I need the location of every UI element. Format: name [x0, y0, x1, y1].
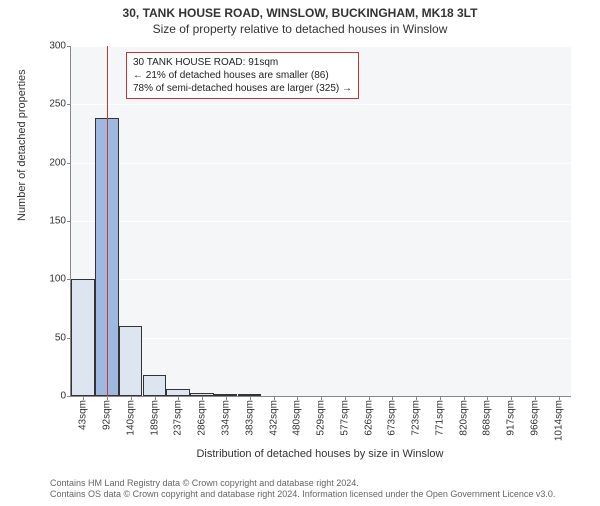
ytick-label: 250: [36, 99, 66, 110]
info-box-line: 78% of semi-detached houses are larger (…: [133, 82, 352, 95]
footer-line-1: Contains HM Land Registry data © Crown c…: [50, 478, 555, 489]
marker-line: [107, 46, 108, 396]
bar: [238, 394, 262, 396]
info-box-line: 30 TANK HOUSE ROAD: 91sqm: [133, 56, 352, 69]
xtick-label: 723sqm: [411, 400, 422, 436]
info-box: 30 TANK HOUSE ROAD: 91sqm← 21% of detach…: [126, 52, 359, 99]
xtick-label: 140sqm: [125, 400, 136, 436]
chart-area: Number of detached properties 0501001502…: [50, 46, 570, 416]
xtick-label: 868sqm: [482, 400, 493, 436]
bar: [214, 394, 238, 396]
ytick-label: 150: [36, 216, 66, 227]
ytick-label: 0: [36, 391, 66, 402]
ytick-mark: [67, 163, 71, 164]
xtick-label: 1014sqm: [553, 400, 564, 441]
xtick-label: 43sqm: [78, 400, 89, 430]
xtick-label: 917sqm: [506, 400, 517, 436]
x-axis-label: Distribution of detached houses by size …: [70, 448, 570, 460]
xtick-label: 189sqm: [149, 400, 160, 436]
xtick-label: 432sqm: [268, 400, 279, 436]
gridline: [71, 163, 571, 164]
xtick-label: 286sqm: [197, 400, 208, 436]
bar: [71, 279, 95, 396]
info-box-line: ← 21% of detached houses are smaller (86…: [133, 69, 352, 82]
xtick-label: 820sqm: [458, 400, 469, 436]
footer: Contains HM Land Registry data © Crown c…: [50, 478, 555, 500]
bar: [119, 326, 143, 396]
xtick-label: 577sqm: [339, 400, 350, 436]
xtick-label: 480sqm: [292, 400, 303, 436]
xtick-label: 383sqm: [244, 400, 255, 436]
gridline: [71, 46, 571, 47]
xtick-label: 334sqm: [220, 400, 231, 436]
page-title-1: 30, TANK HOUSE ROAD, WINSLOW, BUCKINGHAM…: [0, 6, 600, 20]
ytick-label: 100: [36, 274, 66, 285]
xtick-label: 529sqm: [316, 400, 327, 436]
footer-line-2: Contains OS data © Crown copyright and d…: [50, 489, 555, 500]
xtick-label: 673sqm: [386, 400, 397, 436]
ytick-mark: [67, 396, 71, 397]
gridline: [71, 279, 571, 280]
xtick-label: 237sqm: [173, 400, 184, 436]
y-axis-label: Number of detached properties: [16, 69, 28, 221]
bar: [143, 375, 167, 396]
ytick-mark: [67, 221, 71, 222]
xtick-label: 771sqm: [434, 400, 445, 436]
ytick-mark: [67, 46, 71, 47]
ytick-label: 50: [36, 332, 66, 343]
xtick-label: 92sqm: [102, 400, 113, 430]
gridline: [71, 104, 571, 105]
gridline: [71, 221, 571, 222]
ytick-mark: [67, 104, 71, 105]
gridline: [71, 338, 571, 339]
ytick-label: 300: [36, 41, 66, 52]
xtick-label: 626sqm: [363, 400, 374, 436]
plot: 05010015020025030043sqm92sqm140sqm189sqm…: [70, 46, 571, 397]
bar: [190, 393, 214, 397]
bar: [166, 389, 190, 396]
ytick-label: 200: [36, 157, 66, 168]
page-title-2: Size of property relative to detached ho…: [0, 22, 600, 36]
xtick-label: 966sqm: [530, 400, 541, 436]
